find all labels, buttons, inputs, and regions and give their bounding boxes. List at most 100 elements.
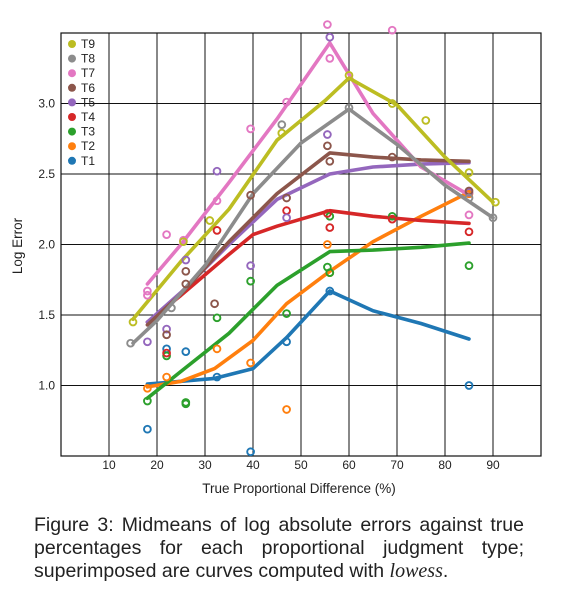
- point-t7: [212, 196, 222, 206]
- caption-text: Figure 3: Midmeans of log absolute error…: [34, 514, 524, 582]
- point-t7: [325, 54, 335, 63]
- point-t5: [323, 130, 332, 139]
- point-t1: [464, 381, 474, 390]
- y-tick-label: 3.0: [38, 97, 55, 111]
- point-t1: [143, 424, 152, 434]
- point-t4: [323, 209, 332, 218]
- point-t7: [282, 97, 291, 107]
- legend-label-t1: T1: [81, 154, 95, 168]
- legend-marker-t7: [68, 69, 76, 78]
- curve-t6: [145, 151, 471, 327]
- curve-t9: [131, 76, 495, 321]
- point-t5: [325, 32, 335, 42]
- point-t2: [246, 358, 255, 368]
- axes: 10 20 30 40 50 60 70 80 90 1.0 1.5 2.0 2.5 3.0: [38, 32, 542, 472]
- y-tick-label: 1.0: [38, 379, 55, 393]
- point-t7: [143, 286, 152, 296]
- plot-frame: [60, 32, 542, 457]
- legend-label-t3: T3: [81, 125, 95, 139]
- legend-marker-t6: [68, 83, 76, 92]
- y-tick-label: 2.0: [38, 238, 55, 252]
- point-t6: [181, 279, 191, 289]
- legend-label-t2: T2: [81, 139, 95, 153]
- point-t8: [277, 120, 287, 130]
- point-t7: [387, 25, 397, 35]
- point-t4: [282, 206, 291, 216]
- point-t1: [212, 372, 222, 382]
- point-t8: [464, 193, 474, 203]
- point-t2: [143, 383, 152, 393]
- point-t2: [323, 240, 332, 249]
- point-t5: [282, 213, 291, 223]
- caption-emphasis: lowess: [389, 560, 443, 582]
- x-tick-label: 10: [102, 458, 116, 472]
- point-t6: [387, 152, 397, 162]
- point-t4: [387, 214, 397, 224]
- point-t3: [282, 309, 291, 318]
- point-t3: [387, 211, 397, 221]
- lowess-curves: [131, 41, 495, 400]
- x-tick-label: 60: [342, 458, 356, 472]
- point-t6: [282, 193, 291, 203]
- point-t9: [464, 168, 474, 177]
- point-t7: [143, 290, 152, 300]
- point-t1: [282, 337, 291, 347]
- point-t1: [246, 447, 255, 457]
- point-t5: [246, 261, 255, 271]
- point-t9: [421, 116, 431, 125]
- point-t2: [212, 344, 222, 354]
- point-t7: [323, 20, 332, 29]
- point-t1: [325, 286, 335, 296]
- point-t9: [387, 99, 397, 108]
- x-tick-label: 20: [150, 458, 164, 472]
- chart: 10 20 30 40 50 60 70 80 90 1.0 1.5 2.0 2.5 3.0 T9T8T7…: [10, 20, 542, 496]
- legend-marker-t9: [68, 40, 76, 48]
- x-tick-label: 30: [198, 458, 212, 472]
- y-tick-label: 2.5: [38, 167, 55, 181]
- point-t9: [128, 317, 138, 327]
- point-t2: [162, 372, 171, 382]
- legend-label-t4: T4: [81, 110, 95, 124]
- point-t3: [143, 396, 152, 406]
- x-tick-label: 80: [438, 458, 452, 472]
- data-points: [126, 20, 500, 457]
- point-t5: [162, 324, 171, 334]
- y-tick-label: 1.5: [38, 308, 55, 322]
- point-t9: [277, 128, 287, 138]
- figure-caption: Figure 3: Midmeans of log absolute error…: [34, 514, 524, 583]
- curve-t5: [145, 160, 471, 324]
- curve-t2: [145, 190, 471, 389]
- point-t9: [179, 237, 188, 247]
- point-t9: [344, 70, 354, 80]
- point-t6: [181, 266, 191, 276]
- legend-label-t5: T5: [81, 95, 95, 109]
- curve-t8: [131, 107, 495, 345]
- point-t8: [488, 213, 498, 223]
- legend-marker-t2: [68, 142, 76, 151]
- legend-label-t8: T8: [81, 52, 95, 66]
- point-t6: [246, 190, 255, 200]
- legend-label-t7: T7: [81, 66, 95, 80]
- point-t3: [464, 261, 474, 271]
- legend-label-t9: T9: [81, 37, 95, 51]
- point-t9: [205, 216, 215, 225]
- point-t7: [246, 124, 255, 134]
- point-t8: [344, 103, 354, 113]
- legend-marker-t8: [68, 54, 76, 63]
- legend-marker-t1: [68, 156, 76, 165]
- legend-label-t6: T6: [81, 81, 95, 95]
- x-tick-label: 70: [390, 458, 404, 472]
- y-axis-label: Log Error: [10, 217, 25, 274]
- point-t5: [181, 255, 191, 265]
- point-t6: [162, 330, 171, 340]
- point-t4: [162, 348, 171, 358]
- point-t3: [162, 351, 171, 361]
- point-t1: [181, 347, 191, 357]
- x-tick-label: 40: [246, 458, 260, 472]
- x-axis-label: True Proportional Difference (%): [202, 481, 396, 496]
- point-t5: [212, 166, 222, 176]
- curve-t3: [145, 241, 471, 400]
- point-t8: [167, 303, 176, 313]
- point-t9: [491, 197, 500, 207]
